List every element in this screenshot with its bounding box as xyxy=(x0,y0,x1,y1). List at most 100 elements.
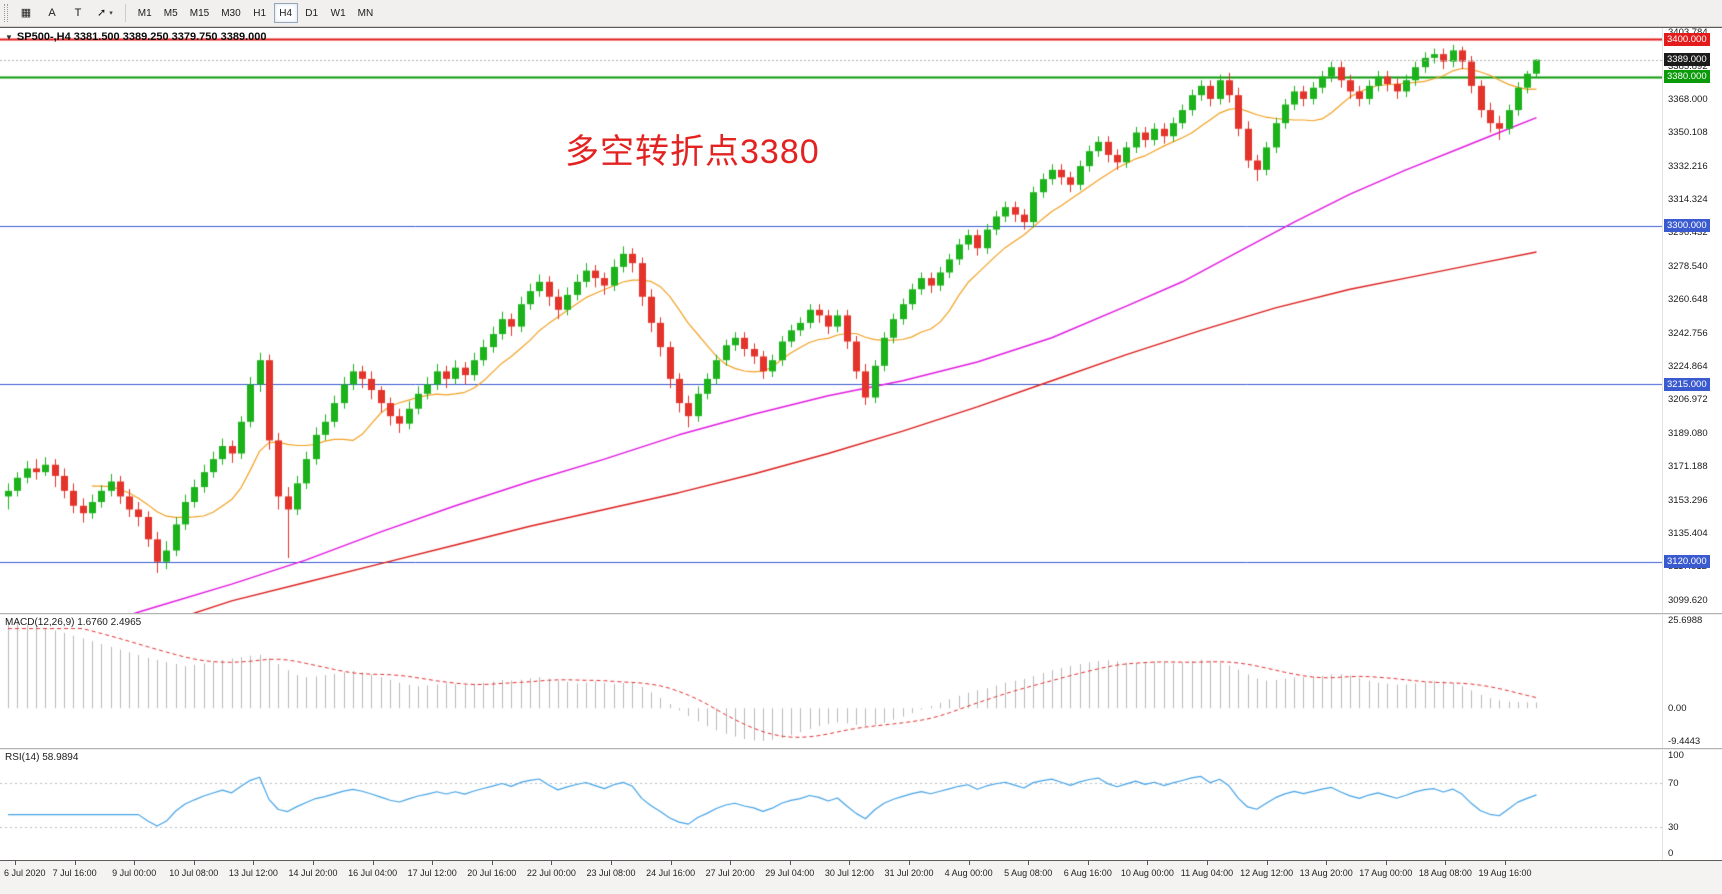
tool-text-button[interactable]: A xyxy=(40,3,64,23)
time-axis-label: 10 Jul 08:00 xyxy=(169,868,219,878)
price-axis-label: 3242.756 xyxy=(1668,327,1708,339)
macd-title: MACD(12,26,9) 1.6760 2.4965 xyxy=(5,617,142,628)
price-axis-label: 3135.404 xyxy=(1668,527,1708,539)
time-tick-mark xyxy=(491,861,493,865)
time-tick-mark xyxy=(15,861,16,865)
time-axis-label: 14 Jul 20:00 xyxy=(288,868,338,878)
macd-scale-axis: 25.6988 0.00 -9.4443 xyxy=(1662,615,1722,748)
price-axis-label: 3403.784 xyxy=(1668,27,1708,38)
panel-divider[interactable] xyxy=(0,613,1722,615)
time-axis-label: 10 Aug 00:00 xyxy=(1120,868,1174,878)
time-axis-label: 27 Jul 20:00 xyxy=(705,868,755,878)
time-axis-label: 20 Jul 16:00 xyxy=(467,868,517,878)
rsi-title: RSI(14) 58.9894 xyxy=(5,752,79,763)
price-axis-label: 3296.432 xyxy=(1668,227,1708,239)
timeframe-m30-button[interactable]: M30 xyxy=(216,3,245,23)
rsi-canvas[interactable] xyxy=(0,750,1662,860)
rsi-scale-label: 0 xyxy=(1668,848,1674,859)
timeframe-m1-button[interactable]: M1 xyxy=(133,3,157,23)
time-tick-mark xyxy=(313,861,314,865)
time-axis-label: 6 Jul 2020 xyxy=(4,868,46,878)
text-label-icon: T xyxy=(74,6,82,19)
tool-chart-objects-button[interactable]: ▦ xyxy=(14,3,38,23)
rsi-scale-axis: 100 70 30 0 xyxy=(1662,750,1722,860)
price-axis-label: 3332.216 xyxy=(1668,160,1708,172)
time-tick-mark xyxy=(1445,861,1447,865)
time-axis-label: 7 Jul 16:00 xyxy=(52,868,97,878)
toolbar-separator xyxy=(124,4,126,22)
price-axis-label: 3350.108 xyxy=(1668,127,1708,139)
time-axis-label: 18 Aug 08:00 xyxy=(1418,868,1472,878)
time-axis-label: 5 Aug 08:00 xyxy=(1004,868,1053,878)
time-tick-mark xyxy=(670,861,672,865)
time-tick-mark xyxy=(253,861,255,865)
toolbar: ▦ A T ➚ ▾ M1 M5 M15 M30 H1 H4 D1 W1 MN xyxy=(0,0,1722,27)
candlestick-canvas[interactable] xyxy=(0,28,1662,614)
rsi-scale-label: 70 xyxy=(1668,778,1679,789)
timeframe-d1-button[interactable]: D1 xyxy=(300,3,324,23)
timeframe-h1-button[interactable]: H1 xyxy=(248,3,272,23)
time-tick-mark xyxy=(1326,861,1328,865)
time-axis-label: 17 Jul 12:00 xyxy=(407,868,457,878)
time-tick-mark xyxy=(849,861,851,865)
timeframe-m5-button[interactable]: M5 xyxy=(159,3,183,23)
timeframe-m15-button[interactable]: M15 xyxy=(185,3,214,23)
time-axis-label: 9 Jul 00:00 xyxy=(112,868,157,878)
rsi-scale-label: 30 xyxy=(1668,822,1679,833)
chart-objects-icon: ▦ xyxy=(20,6,32,19)
timeframes-group: M1 M5 M15 M30 H1 H4 D1 W1 MN xyxy=(132,3,379,23)
time-tick-mark xyxy=(909,861,910,865)
macd-panel[interactable]: MACD(12,26,9) 1.6760 2.4965 25.6988 0.00 -… xyxy=(0,615,1722,748)
toolbar-grip[interactable] xyxy=(4,4,8,22)
price-badge[interactable]: 3380.000 xyxy=(1664,70,1710,84)
text-icon: A xyxy=(48,6,56,19)
tool-arrow-tools-button[interactable]: ➚ ▾ xyxy=(92,3,118,23)
rsi-scale-label: 100 xyxy=(1668,750,1684,761)
price-badge[interactable]: 3300.000 xyxy=(1664,219,1710,233)
time-axis-label: 30 Jul 12:00 xyxy=(824,868,874,878)
time-tick-mark xyxy=(1266,861,1268,865)
time-tick-mark xyxy=(1385,861,1387,865)
macd-scale-label: 0.00 xyxy=(1668,703,1687,715)
price-axis-label: 3171.188 xyxy=(1668,461,1708,473)
time-axis[interactable]: 6 Jul 2020 7 Jul 16:00 9 Jul 00:00 10 Jul 0… xyxy=(0,860,1722,894)
timeframe-w1-button[interactable]: W1 xyxy=(326,3,351,23)
price-axis-label: 3224.864 xyxy=(1668,361,1708,373)
macd-scale-label: 25.6988 xyxy=(1668,615,1703,626)
panel-divider[interactable] xyxy=(0,748,1722,750)
tool-text-label-button[interactable]: T xyxy=(66,3,90,23)
time-axis-label: 6 Aug 16:00 xyxy=(1063,868,1112,878)
macd-canvas[interactable] xyxy=(0,615,1662,748)
price-axis[interactable]: 3403.7843385.8923368.0003350.1083332.216… xyxy=(1662,27,1722,613)
time-axis-label: 29 Jul 04:00 xyxy=(765,868,815,878)
time-tick-mark xyxy=(193,861,195,865)
price-axis-label: 3260.648 xyxy=(1668,294,1708,306)
timeframe-mn-button[interactable]: MN xyxy=(353,3,379,23)
timeframe-h4-button[interactable]: H4 xyxy=(273,3,298,23)
time-tick-mark xyxy=(968,861,970,865)
price-axis-label: 3206.972 xyxy=(1668,394,1708,406)
chevron-down-icon[interactable]: ▼ xyxy=(5,33,13,42)
time-tick-mark xyxy=(1087,861,1089,865)
price-axis-label: 3278.540 xyxy=(1668,260,1708,272)
time-axis-label: 12 Aug 12:00 xyxy=(1240,868,1294,878)
rsi-panel[interactable]: RSI(14) 58.9894 100 70 30 0 xyxy=(0,750,1722,860)
price-badge[interactable]: 3120.000 xyxy=(1664,555,1710,569)
dropdown-caret-icon: ▾ xyxy=(109,10,113,17)
symbol-info: ▼ SP500-,H4 3381.500 3389.250 3379.750 33… xyxy=(5,31,266,43)
main-chart[interactable]: ▼ SP500-,H4 3381.500 3389.250 3379.750 33… xyxy=(0,27,1722,614)
price-badge[interactable]: 3215.000 xyxy=(1664,377,1710,391)
time-tick-mark xyxy=(1505,861,1506,865)
price-badge[interactable]: 3389.000 xyxy=(1664,53,1710,67)
time-tick-mark xyxy=(1207,861,1208,865)
time-axis-label: 24 Jul 16:00 xyxy=(646,868,696,878)
price-badge[interactable]: 3400.000 xyxy=(1664,32,1710,46)
price-axis-label: 3314.324 xyxy=(1668,194,1708,206)
arrow-tools-icon: ➚ xyxy=(97,6,107,19)
price-axis-label: 3368.000 xyxy=(1668,93,1708,105)
chart-annotation-text: 多空转折点3380 xyxy=(565,133,820,171)
time-tick-mark xyxy=(1028,861,1030,865)
symbol-ohlc-text: SP500-,H4 3381.500 3389.250 3379.750 338… xyxy=(16,31,267,43)
price-axis-label: 3099.620 xyxy=(1668,594,1708,606)
